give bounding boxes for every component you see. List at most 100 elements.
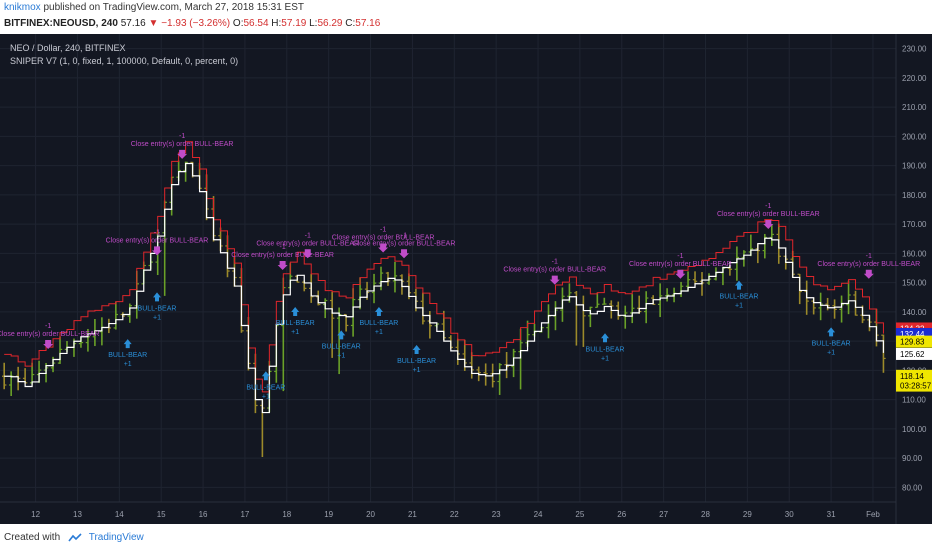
signal-down-arrow-icon [763, 220, 774, 230]
signal-buy-label: BULL-BEAR [359, 320, 398, 327]
x-tick-label: 18 [282, 510, 291, 519]
x-tick-label: 27 [659, 510, 668, 519]
price-tag [896, 335, 932, 348]
y-tick-label: 200.00 [902, 132, 927, 141]
signal-qty-label: +1 [153, 314, 161, 321]
tradingview-brand[interactable]: TradingView [88, 532, 144, 543]
price-tag [896, 379, 932, 392]
signal-qty-label: +1 [124, 361, 132, 368]
signal-down-arrow-icon [399, 249, 410, 259]
x-tick-label: 23 [492, 510, 501, 519]
signal-down-arrow-icon [378, 243, 389, 253]
price-tag-label: 129.83 [900, 338, 925, 347]
signal-qty-label: -1 [279, 244, 285, 251]
y-tick-label: 210.00 [902, 103, 927, 112]
price-tag [896, 347, 932, 360]
price-tag-label: 125.62 [900, 350, 925, 359]
signal-qty-label: +1 [735, 303, 743, 310]
signal-qty-label: +1 [375, 329, 383, 336]
signal-qty-label: -1 [866, 253, 872, 260]
y-tick-label: 100.00 [902, 425, 927, 434]
price-tag-label: 118.14 [900, 372, 924, 381]
signal-qty-label: -1 [765, 203, 771, 210]
signal-up-arrow-icon [374, 306, 383, 316]
change-value: −1.93 (−3.26%) [161, 18, 231, 29]
y-tick-label: 180.00 [902, 191, 927, 200]
signal-up-arrow-icon [337, 330, 346, 340]
signal-close-label: Close entry(s) order BULL-BEAR [131, 141, 234, 148]
signal-buy-label: BULL-BEAR [138, 305, 177, 312]
author-link[interactable]: knikmox [4, 2, 41, 13]
legend-symbol: NEO / Dollar, 240, BITFINEX [10, 43, 126, 53]
price-axis-background [896, 34, 932, 524]
x-tick-label: 29 [743, 510, 752, 519]
chart-legend: NEO / Dollar, 240, BITFINEX SNIPER V7 (1… [10, 42, 238, 68]
x-tick-label: 14 [115, 510, 124, 519]
signal-down-arrow-icon [43, 339, 54, 349]
x-tick-label: 20 [366, 510, 375, 519]
signal-up-arrow-icon [601, 333, 610, 343]
last-price: 57.16 [120, 18, 146, 29]
signal-close-label: Close entry(s) order BULL-BEAR [256, 240, 359, 247]
y-tick-label: 220.00 [902, 74, 927, 83]
signal-close-label: Close entry(s) order BULL-BEAR [353, 240, 456, 247]
x-tick-label: 13 [73, 510, 82, 519]
open-value: 56.54 [243, 18, 269, 29]
tradingview-logo-icon [68, 533, 82, 542]
y-tick-label: 230.00 [902, 45, 927, 54]
x-tick-label: 28 [701, 510, 710, 519]
signal-qty-label: -1 [552, 259, 558, 266]
signal-qty-label: -1 [401, 232, 407, 239]
signal-qty-label: -1 [179, 133, 185, 140]
high-value: 57.19 [281, 18, 307, 29]
signal-close-label: Close entry(s) order BULL-BEAR [503, 267, 606, 274]
signal-qty-label: +1 [337, 352, 345, 359]
footer: Created with TradingView [0, 524, 932, 550]
signal-up-arrow-icon [291, 306, 300, 316]
price-chart[interactable]: 80.0090.00100.00110.00120.00130.00140.00… [0, 34, 932, 524]
y-tick-label: 80.00 [902, 483, 923, 492]
stop-line [4, 141, 884, 393]
center-line [4, 162, 885, 414]
signal-buy-label: BULL-BEAR [276, 320, 315, 327]
price-tag-label: 03:28:57 [900, 382, 932, 391]
x-tick-label: 15 [157, 510, 166, 519]
legend-indicator: SNIPER V7 (1, 0, fixed, 1, 100000, Defau… [10, 56, 239, 66]
y-tick-label: 160.00 [902, 249, 927, 258]
y-tick-label: 170.00 [902, 220, 927, 229]
created-with-text: Created with [4, 532, 61, 543]
price-tag [896, 369, 932, 382]
x-tick-label: 16 [199, 510, 208, 519]
signal-buy-label: BULL-BEAR [322, 343, 361, 350]
x-tick-label: 17 [240, 510, 249, 519]
x-tick-label: 22 [450, 510, 459, 519]
signal-qty-label: +1 [827, 349, 835, 356]
chart-area[interactable]: 80.0090.00100.00110.00120.00130.00140.00… [0, 34, 932, 524]
x-tick-label: 30 [785, 510, 794, 519]
low-value: 56.29 [317, 18, 343, 29]
x-tick-label: 31 [827, 510, 836, 519]
signal-qty-label: -1 [154, 229, 160, 236]
signal-close-label: Close entry(s) order BULL-BEAR [817, 261, 920, 268]
publish-text: published on TradingView.com, March 27, … [43, 2, 305, 13]
y-tick-label: 90.00 [902, 454, 923, 463]
signal-close-label: Close entry(s) order BULL-BEAR [231, 252, 334, 259]
high-label: H: [271, 18, 282, 29]
signal-down-arrow-icon [277, 261, 288, 270]
signal-up-arrow-icon [827, 327, 836, 337]
chart-background [0, 34, 932, 524]
signal-qty-label: +1 [601, 355, 609, 362]
x-tick-label: 26 [617, 510, 626, 519]
y-tick-label: 140.00 [902, 308, 927, 317]
signal-close-label: Close entry(s) order BULL-BEAR [0, 331, 100, 338]
created-with: Created with TradingView [4, 532, 144, 543]
signal-buy-label: BULL-BEAR [108, 352, 147, 359]
signal-qty-label: -1 [305, 232, 311, 239]
signal-down-arrow-icon [549, 275, 560, 285]
y-tick-label: 190.00 [902, 162, 927, 171]
x-tick-label: Feb [866, 510, 880, 519]
signal-down-arrow-icon [152, 246, 163, 256]
open-label: O: [232, 18, 244, 29]
symbol-label: BITFINEX:NEOUSD, 240 [4, 18, 118, 29]
signal-qty-label: -1 [380, 226, 386, 233]
